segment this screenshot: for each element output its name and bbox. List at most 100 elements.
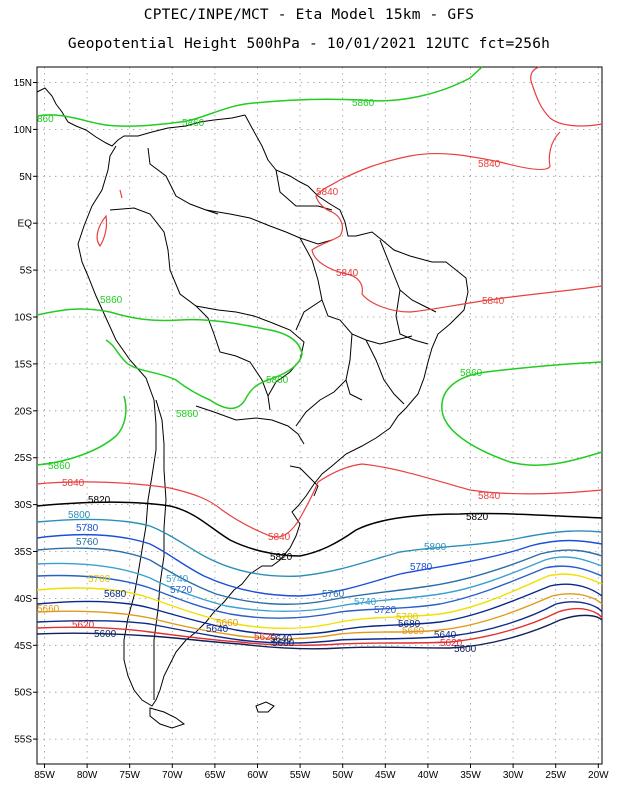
- lon-label: 80W: [77, 770, 98, 781]
- label-5860-e: 5860: [176, 409, 199, 420]
- lat-label: 10S: [14, 313, 32, 324]
- label-5760-a: 5760: [76, 537, 99, 548]
- lat-label: 35S: [14, 547, 32, 558]
- lat-label: 10N: [14, 125, 32, 136]
- contour-5620: [36, 608, 603, 646]
- lat-label: 50S: [14, 688, 32, 699]
- label-5820-a: 5820: [88, 495, 111, 506]
- lat-label: 5S: [20, 266, 33, 277]
- label-5640-c: 5640: [434, 630, 457, 641]
- label-5840-f: 5840: [478, 491, 501, 502]
- chart-title-line-2: Geopotential Height 500hPa - 10/01/2021 …: [67, 36, 551, 52]
- label-5860-f: 5860: [460, 368, 483, 379]
- contour-5740: [36, 556, 603, 612]
- label-5800-a: 5800: [68, 510, 91, 521]
- contour-5860-central: [36, 308, 303, 410]
- contour-5840-island: [96, 189, 123, 248]
- contour-5800: [36, 518, 603, 578]
- label-5840-g: 5840: [268, 532, 291, 543]
- lat-lon-grid: [37, 67, 602, 764]
- latitude-labels: 15N 10N 5N EQ 5S 10S 15S 20S 25S 30S 35S 40S 45S 50S 5…: [14, 78, 37, 746]
- contour-5700: [36, 573, 603, 629]
- label-5860-d: 5860: [266, 375, 289, 386]
- border-guianas: [275, 169, 333, 211]
- contour-5820: [36, 501, 603, 557]
- label-5860-g: 5860: [48, 461, 71, 472]
- label-5660-b: 5660: [216, 618, 239, 629]
- lat-label: 45S: [14, 641, 32, 652]
- border-uruguay: [289, 465, 319, 497]
- border-bolivia: [195, 305, 271, 411]
- label-5680-a: 5680: [104, 589, 127, 600]
- label-5720-b: 5720: [374, 605, 397, 616]
- contour-5780: [36, 533, 603, 597]
- label-5800-b: 5800: [424, 542, 447, 553]
- lat-label: 15S: [14, 359, 32, 370]
- label-5660-a: 5660: [37, 604, 60, 615]
- lat-label: EQ: [18, 219, 33, 230]
- lat-label: 15N: [14, 78, 32, 89]
- border-brazil-states: [295, 237, 413, 427]
- tierra-del-fuego: [149, 707, 186, 729]
- label-5860-b: 5860: [182, 118, 205, 129]
- label-5740-a: 5740: [166, 574, 189, 585]
- label-5680-b: 5680: [398, 619, 421, 630]
- falkland-islands: [255, 701, 275, 713]
- lat-label: 25S: [14, 453, 32, 464]
- label-5820-c: 5820: [270, 552, 293, 563]
- south-america-coast: [77, 114, 469, 707]
- border-colombia-venezuela: [147, 147, 219, 215]
- border-argentina-paraguay: [195, 405, 305, 445]
- label-5600-b: 5600: [272, 638, 295, 649]
- longitude-labels: 85W 80W 75W 70W 65W 60W 55W 50W 45W 40W 35W 30W 25W 2…: [34, 764, 609, 781]
- lat-label: 20S: [14, 406, 32, 417]
- label-5640-b: 5640: [270, 634, 293, 645]
- label-5600-c: 5600: [454, 644, 477, 655]
- contour-labels: 5860 5860 5860 5860 5860 5860 5860 860 5…: [37, 98, 505, 655]
- label-5780-a: 5780: [76, 523, 99, 534]
- label-5760-b: 5760: [322, 589, 345, 600]
- lon-label: 50W: [332, 770, 353, 781]
- label-5840-e: 5840: [62, 478, 85, 489]
- lon-label: 85W: [34, 770, 55, 781]
- plot-frame: [36, 66, 603, 765]
- label-5840-a: 5840: [478, 159, 501, 170]
- lat-label: 5N: [19, 172, 32, 183]
- lon-label: 45W: [375, 770, 396, 781]
- lon-label: 40W: [418, 770, 439, 781]
- contour-5600: [36, 614, 603, 650]
- contour-5840-south: [36, 463, 603, 538]
- border-brazil-north: [205, 209, 333, 245]
- label-5620-b: 5620: [254, 632, 277, 643]
- contour-5840-north: [311, 66, 603, 313]
- chart-title-line-1: CPTEC/INPE/MCT - Eta Model 15km - GFS: [143, 7, 475, 23]
- lon-label: 30W: [503, 770, 524, 781]
- lat-label: 30S: [14, 500, 32, 511]
- label-5720-a: 5720: [170, 585, 193, 596]
- label-5740-b: 5740: [354, 597, 377, 608]
- lon-label: 75W: [119, 770, 140, 781]
- label-5620-c: 5620: [440, 638, 463, 649]
- label-5700-a: 5700: [88, 574, 111, 585]
- label-5840-c: 5840: [336, 268, 359, 279]
- label-5820-b: 5820: [466, 512, 489, 523]
- contour-5860-south: [36, 395, 127, 466]
- lon-label: 65W: [205, 770, 226, 781]
- label-5700-b: 5700: [396, 612, 419, 623]
- lon-label: 60W: [247, 770, 268, 781]
- label-5660-c: 5660: [402, 626, 425, 637]
- label-5780-b: 5780: [410, 562, 433, 573]
- contour-5760: [36, 547, 603, 605]
- contour-5720: [36, 565, 603, 619]
- lon-label: 20W: [588, 770, 609, 781]
- contour-5680: [36, 583, 603, 636]
- border-northeast: [379, 239, 437, 345]
- label-5620-a: 5620: [72, 620, 95, 631]
- label-5600-a: 5600: [94, 629, 117, 640]
- lon-label: 25W: [545, 770, 566, 781]
- coastlines-and-borders: [36, 87, 469, 729]
- label-5840-d: 5840: [482, 296, 505, 307]
- label-5840-b: 5840: [316, 187, 339, 198]
- label-5860-h: 860: [37, 114, 54, 125]
- contour-5640: [36, 601, 603, 644]
